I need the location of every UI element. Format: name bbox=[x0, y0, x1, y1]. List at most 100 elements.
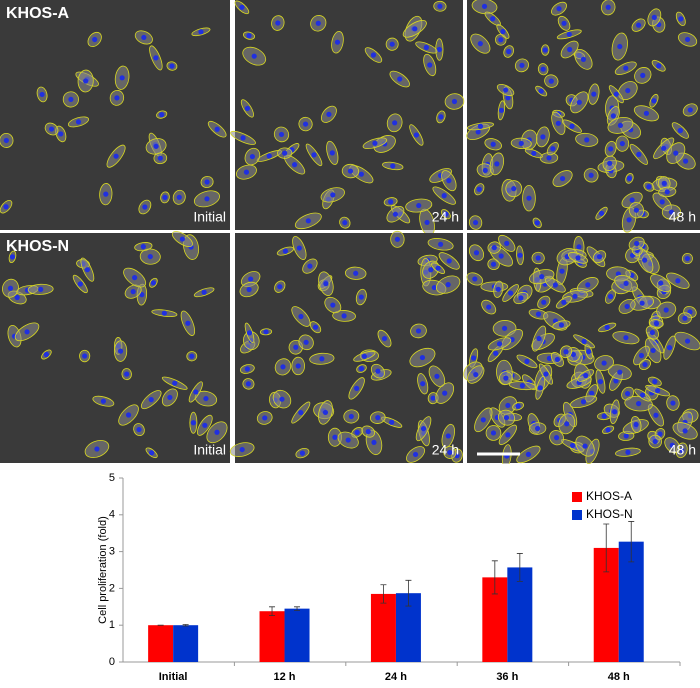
nucleus bbox=[394, 236, 401, 242]
error-bar bbox=[491, 560, 498, 595]
nucleus bbox=[640, 72, 646, 78]
nucleus bbox=[503, 415, 510, 421]
nucleus bbox=[202, 422, 208, 428]
nucleus bbox=[539, 274, 545, 280]
nucleus bbox=[580, 56, 587, 62]
bar bbox=[284, 608, 310, 662]
nucleus bbox=[626, 175, 633, 181]
bar bbox=[507, 567, 533, 662]
nucleus bbox=[371, 439, 377, 446]
nucleus bbox=[540, 134, 546, 140]
nucleus bbox=[498, 107, 505, 113]
nucleus bbox=[3, 204, 9, 210]
nucleus bbox=[626, 217, 632, 223]
nucleus bbox=[653, 320, 660, 327]
nucleus bbox=[354, 385, 360, 391]
nucleus bbox=[585, 282, 591, 288]
nucleus bbox=[569, 123, 575, 129]
nucleus bbox=[535, 425, 541, 432]
nucleus bbox=[684, 36, 691, 43]
nucleus bbox=[435, 265, 441, 271]
nucleus bbox=[652, 438, 658, 445]
nucleus bbox=[559, 268, 565, 274]
nucleus bbox=[201, 289, 207, 295]
nucleus bbox=[345, 437, 351, 443]
nucleus bbox=[617, 43, 623, 50]
nucleus bbox=[358, 171, 364, 177]
error-bar bbox=[628, 521, 635, 563]
nucleus bbox=[501, 325, 508, 331]
nucleus bbox=[307, 263, 313, 269]
y-tick-label: 5 bbox=[109, 472, 115, 484]
nucleus bbox=[619, 141, 625, 147]
nucleus bbox=[185, 320, 191, 326]
nucleus bbox=[655, 387, 661, 394]
nucleus bbox=[537, 385, 543, 391]
nucleus bbox=[664, 189, 670, 195]
nucleus bbox=[504, 240, 510, 246]
nucleus bbox=[505, 95, 511, 101]
nucleus bbox=[124, 371, 130, 377]
nucleus bbox=[604, 324, 610, 330]
nucleus bbox=[390, 163, 396, 169]
nucleus bbox=[428, 267, 434, 273]
nucleus bbox=[147, 253, 153, 260]
nucleus bbox=[629, 197, 635, 203]
nucleus bbox=[636, 22, 642, 28]
nucleus bbox=[567, 46, 573, 53]
nucleus bbox=[419, 354, 426, 361]
x-tick-label: 36 h bbox=[496, 671, 518, 683]
nucleus bbox=[82, 353, 88, 359]
nucleus bbox=[119, 75, 125, 81]
nucleus bbox=[561, 20, 567, 26]
nucleus bbox=[503, 375, 509, 381]
nucleus bbox=[625, 390, 631, 397]
nucleus bbox=[446, 258, 452, 264]
nucleus bbox=[576, 99, 582, 105]
nucleus bbox=[445, 282, 451, 288]
nucleus bbox=[687, 107, 693, 113]
nucleus bbox=[162, 194, 168, 200]
time-label: 24 h bbox=[432, 442, 459, 458]
nucleus bbox=[43, 351, 49, 358]
nucleus bbox=[653, 412, 659, 418]
nucleus bbox=[477, 41, 483, 47]
nucleus bbox=[179, 236, 186, 242]
nucleus bbox=[596, 254, 603, 260]
nucleus bbox=[534, 220, 540, 226]
nucleus bbox=[302, 121, 309, 127]
bar bbox=[148, 625, 174, 662]
nucleus bbox=[505, 432, 511, 438]
nucleus bbox=[240, 135, 246, 141]
nucleus bbox=[623, 280, 629, 287]
nucleus bbox=[24, 329, 30, 335]
nucleus bbox=[282, 150, 288, 156]
nucleus bbox=[625, 449, 631, 455]
nucleus bbox=[299, 450, 306, 456]
nucleus bbox=[315, 20, 321, 26]
nucleus bbox=[575, 255, 581, 261]
y-tick-label: 3 bbox=[109, 546, 115, 558]
nucleus bbox=[437, 3, 443, 9]
nucleus bbox=[83, 78, 89, 84]
nucleus bbox=[381, 335, 388, 342]
nucleus bbox=[601, 360, 607, 366]
nucleus bbox=[275, 20, 281, 26]
nucleus bbox=[597, 379, 604, 385]
nucleus bbox=[9, 254, 16, 260]
nucleus bbox=[613, 378, 619, 384]
nucleus bbox=[190, 420, 196, 426]
nucleus bbox=[167, 394, 173, 401]
row-label: KHOS-A bbox=[6, 5, 70, 22]
nucleus bbox=[298, 409, 304, 416]
nucleus bbox=[638, 352, 645, 359]
nucleus bbox=[420, 381, 426, 387]
nucleus bbox=[14, 294, 20, 301]
nucleus bbox=[326, 111, 332, 117]
nucleus bbox=[605, 427, 611, 433]
nucleus bbox=[451, 98, 458, 105]
nucleus bbox=[392, 211, 399, 217]
nucleus bbox=[189, 353, 195, 359]
nucleus bbox=[480, 417, 486, 423]
nucleus bbox=[263, 329, 269, 335]
